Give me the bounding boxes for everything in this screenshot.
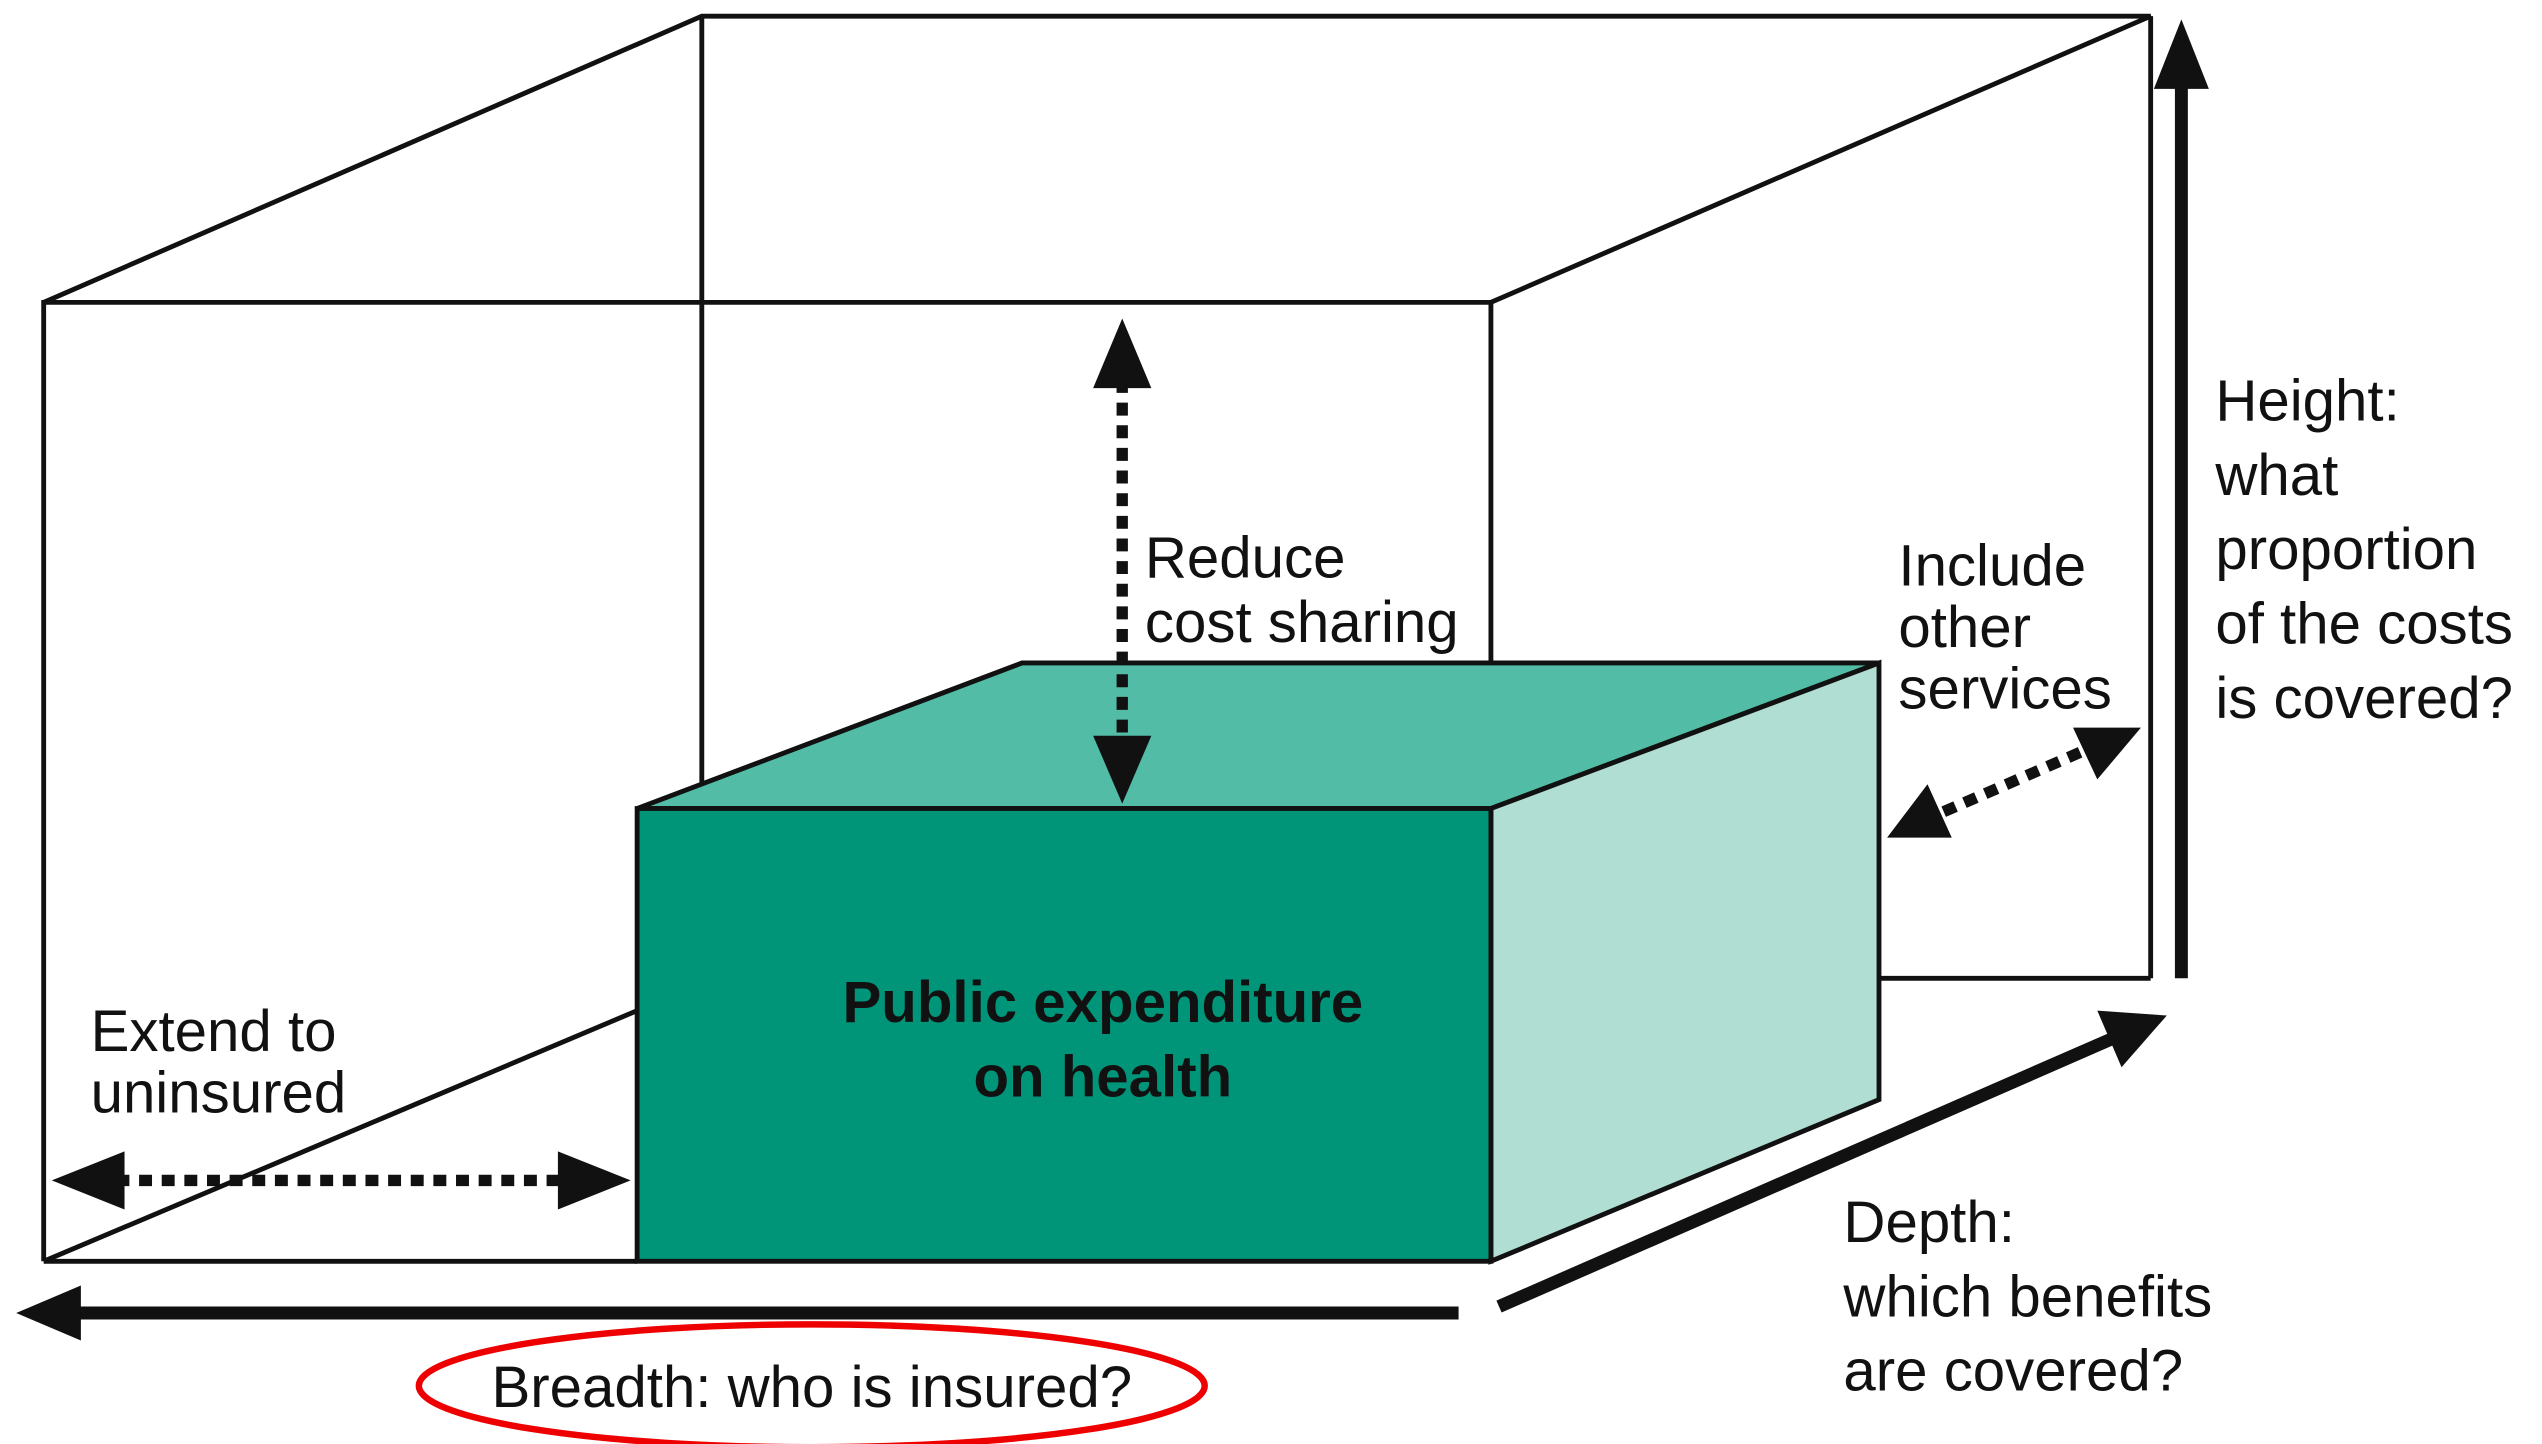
label-text: what <box>2214 443 2338 508</box>
label-text: Extend to <box>91 999 337 1064</box>
label-text: cost sharing <box>1145 590 1459 655</box>
label-text: Public expenditure <box>842 970 1363 1035</box>
label-text: other <box>1898 595 2031 660</box>
label-text: are covered? <box>1843 1339 2183 1404</box>
label-text: services <box>1898 656 2111 721</box>
outer-cube <box>41 13 2154 1264</box>
axis-arrows <box>16 19 2209 1341</box>
label-text: Depth: <box>1843 1190 2014 1255</box>
label-text: is covered? <box>2215 666 2513 731</box>
label-text: Height: <box>2215 368 2399 433</box>
label-text: Include <box>1898 533 2086 598</box>
highlight-ellipse <box>415 1321 1208 1444</box>
label-text: uninsured <box>91 1061 347 1126</box>
label-text: Reduce <box>1145 525 1346 590</box>
label-text: Breadth: who is insured? <box>491 1355 1132 1420</box>
label-text: which benefits <box>1842 1264 2212 1329</box>
label-text: on health <box>973 1044 1232 1109</box>
dotted-arrows <box>51 318 2141 1210</box>
label-text: proportion <box>2215 517 2477 582</box>
label-text: of the costs <box>2215 592 2513 657</box>
public-expenditure-box <box>634 659 1882 1265</box>
